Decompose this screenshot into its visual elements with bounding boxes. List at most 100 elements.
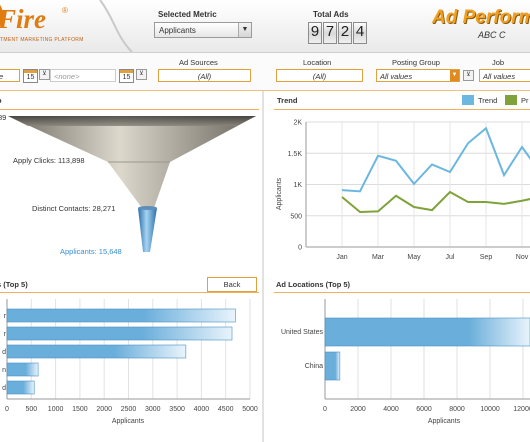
funnel-applicants-stage	[138, 208, 157, 252]
ads-bar	[6, 308, 236, 323]
trend-x-tick-label: Jul	[446, 254, 455, 261]
selected-metric-label: Selected Metric	[158, 10, 217, 19]
trend-series-line-trend	[341, 126, 530, 193]
loc-bar	[324, 317, 530, 347]
date-from-value: e	[0, 72, 3, 81]
locations-x-axis-label: Applicants	[428, 418, 461, 425]
counter-digit: 4	[353, 22, 367, 44]
trend-series-line-pr	[341, 190, 530, 214]
calendar-day: 15	[122, 74, 131, 81]
job-category-value: All values	[483, 72, 516, 81]
logo-tagline: TMENT MARKETING PLATFORM	[0, 37, 84, 43]
job-category-select[interactable]: All values	[479, 69, 530, 82]
panel-title-underline	[274, 109, 530, 110]
posting-group-clear-icon[interactable]: ⊻	[463, 70, 474, 81]
legend-label-pr: Pr	[521, 96, 529, 105]
flame-icon	[0, 4, 4, 27]
trend-panel-title: Trend	[277, 96, 298, 105]
chevron-down-icon[interactable]: ▼	[450, 70, 459, 81]
loc-x-tick-label: 10000	[480, 406, 500, 413]
logo-registered-mark: ®	[62, 6, 68, 15]
total-ads-label: Total Ads	[313, 10, 349, 19]
calendar-day: 15	[26, 74, 35, 81]
ad-sources-label: Ad Sources	[179, 58, 218, 67]
ad-sources-filter[interactable]: (All)	[158, 69, 251, 82]
trend-x-tick-label: Jan	[336, 254, 347, 261]
ads-x-axis-label: Applicants	[112, 418, 145, 425]
ads-x-tick-label: 0	[5, 406, 9, 413]
ads-y-tick-label: n	[2, 367, 6, 374]
ads-bar	[6, 380, 35, 395]
ads-x-tick-label: 2500	[121, 406, 137, 413]
legend-label-trend: Trend	[478, 96, 498, 105]
ads-x-tick-label: 4500	[218, 406, 234, 413]
location-value: (All)	[312, 72, 327, 81]
ads-y-tick-label: r	[4, 331, 7, 338]
ads-x-tick-label: 5000	[242, 406, 258, 413]
loc-bar	[324, 351, 341, 381]
funnel-stage-rim	[138, 206, 157, 210]
location-filter[interactable]: (All)	[276, 69, 363, 82]
trend-x-tick-label: Sep	[480, 254, 493, 261]
loc-x-tick-label: 12000	[513, 406, 530, 413]
posting-group-value: All values	[380, 72, 413, 81]
location-label: Location	[303, 58, 332, 67]
calendar-icon[interactable]: 15	[119, 69, 134, 83]
panel-divider	[262, 91, 264, 442]
funnel-apply-clicks-label: Apply Clicks: 113,898	[13, 156, 85, 165]
funnel-chart: 89 Apply Clicks: 113,898 Distinct Contac…	[0, 113, 256, 256]
page-title: Ad Perform	[432, 7, 530, 28]
ads-bar	[6, 362, 39, 377]
locations-bar-chart: Applicants 02000400060008000100001200014…	[281, 299, 530, 425]
app-header: Fire ® TMENT MARKETING PLATFORM Selected…	[0, 0, 530, 53]
loc-y-tick-label: China	[305, 363, 323, 370]
funnel-top-label: 89	[0, 113, 6, 122]
posting-group-label: Posting Group	[392, 58, 440, 67]
ads-x-tick-label: 2000	[96, 406, 112, 413]
chevron-down-icon[interactable]: ▼	[238, 23, 251, 37]
date-to-clear-icon[interactable]: ⊻	[136, 69, 147, 80]
selected-metric-value: Applicants	[159, 26, 196, 35]
funnel-panel-title: o	[0, 96, 2, 105]
back-button[interactable]: Back	[207, 277, 257, 292]
ads-x-tick-label: 4000	[194, 406, 210, 413]
ads-bar	[6, 326, 233, 341]
ads-panel-title: s (Top 5)	[0, 280, 28, 289]
funnel-top-stage	[8, 116, 256, 126]
counter-digit: 9	[308, 22, 322, 44]
loc-y-tick-label: United States	[281, 329, 324, 336]
trend-y-tick-label: 1.5K	[288, 151, 303, 158]
panel-title-underline	[0, 109, 259, 110]
trend-x-tick-label: May	[407, 254, 421, 261]
legend-swatch-pr	[505, 95, 517, 105]
panel-title-underline	[0, 292, 259, 293]
locations-panel-title: Ad Locations (Top 5)	[276, 280, 351, 289]
ads-x-tick-label: 3500	[169, 406, 185, 413]
trend-y-tick-label: 2K	[293, 120, 302, 127]
ads-x-tick-label: 1500	[72, 406, 88, 413]
page-subtitle: ABC C	[478, 30, 506, 40]
selected-metric-dropdown[interactable]: Applicants ▼	[154, 22, 252, 38]
ads-y-tick-label: d	[2, 385, 6, 392]
trend-y-axis-label: Applicants	[276, 177, 283, 210]
trend-x-tick-label: Nov	[516, 254, 529, 261]
date-to-input[interactable]: <none>	[50, 69, 116, 82]
counter-digit: 7	[323, 22, 337, 44]
filter-bar: e 15 ⊻ <none> 15 ⊻ Ad Sources (All) Loca…	[0, 53, 530, 91]
calendar-icon[interactable]: 15	[23, 69, 38, 83]
date-from-input[interactable]: e	[0, 69, 20, 82]
posting-group-select[interactable]: All values	[376, 69, 460, 82]
counter-digit: 2	[338, 22, 352, 44]
ads-bar	[6, 344, 187, 359]
ads-x-tick-label: 3000	[145, 406, 161, 413]
date-from-clear-icon[interactable]: ⊻	[39, 69, 50, 80]
date-to-placeholder: <none>	[54, 72, 80, 81]
ads-y-tick-label: r	[4, 313, 7, 320]
trend-y-tick-label: 1K	[293, 182, 302, 189]
trend-y-tick-label: 0	[298, 245, 302, 252]
logo: Fire	[0, 4, 47, 34]
loc-x-tick-label: 8000	[449, 406, 465, 413]
ad-sources-value: (All)	[197, 72, 212, 81]
legend-swatch-trend	[462, 95, 474, 105]
header-divider-curve	[99, 0, 133, 52]
